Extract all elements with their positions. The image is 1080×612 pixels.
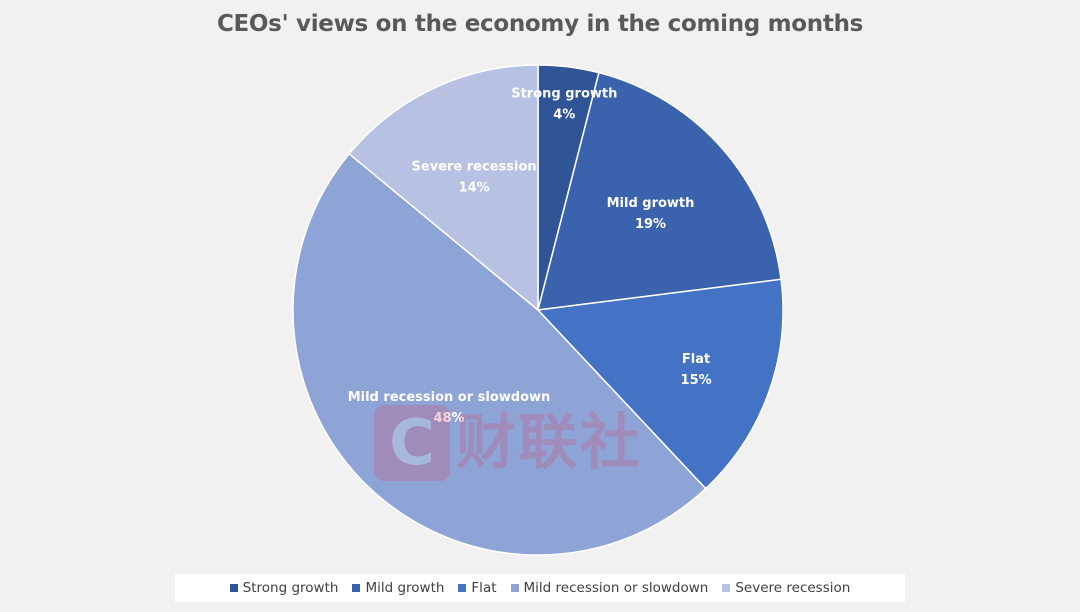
legend-item: Mild growth: [352, 580, 444, 596]
slice-label-value: 14%: [459, 180, 490, 195]
slice-label-value: 15%: [681, 373, 712, 388]
slice-label-value: 19%: [635, 217, 666, 232]
slice-label-category: Flat: [682, 352, 710, 367]
slice-label-value: 4%: [553, 108, 575, 123]
pie-slice-mild-growth: [536, 71, 782, 311]
chart-title: CEOs' views on the economy in the coming…: [216, 11, 864, 37]
legend-swatch: [722, 584, 731, 592]
legend-label: Flat: [471, 580, 497, 596]
legend-item: Flat: [458, 580, 497, 596]
pie-slice-mild-recession-or-slowdown: [292, 152, 707, 556]
legend-label: Mild recession or slowdown: [523, 580, 709, 596]
legend-item: Mild recession or slowdown: [510, 580, 709, 596]
legend-swatch: [229, 584, 238, 592]
slice-label-category: Mild growth: [607, 196, 695, 211]
slice-label-category: Strong growth: [511, 87, 617, 102]
legend-label: Strong growth: [242, 580, 339, 596]
slice-label-category: Severe recession: [412, 159, 537, 174]
legend-swatch: [458, 584, 467, 592]
legend-swatch: [352, 584, 361, 592]
legend-label: Severe recession: [735, 580, 851, 596]
slice-label-value: 48%: [433, 411, 464, 426]
legend-item: Severe recession: [722, 580, 850, 596]
pie-slice-severe-recession: [348, 64, 539, 312]
legend: Strong growth Mild growth Flat Mild recessi…: [175, 574, 905, 602]
legend-label: Mild growth: [365, 580, 445, 596]
legend-item: Strong growth: [229, 580, 339, 596]
pie-slice-flat: [536, 278, 784, 490]
slice-label-category: Mild recession or slowdown: [348, 390, 551, 405]
legend-swatch: [510, 584, 519, 592]
